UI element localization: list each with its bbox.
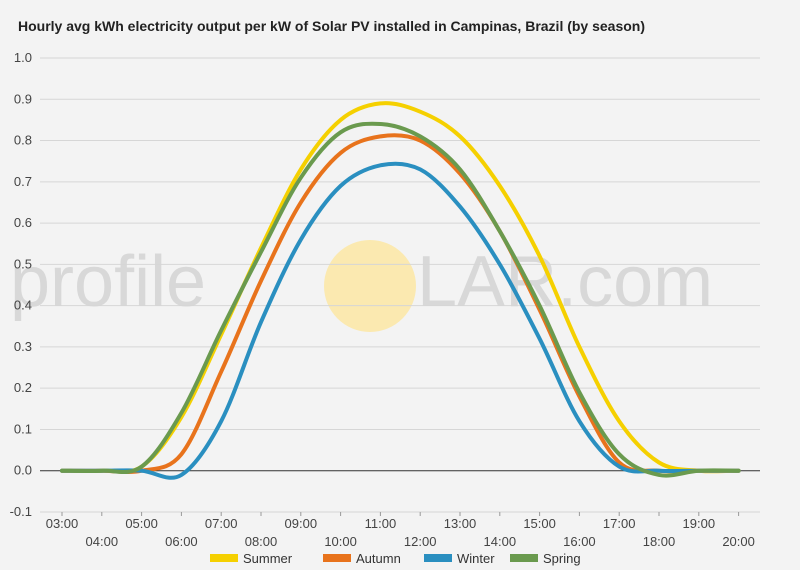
y-tick-label: 1.0	[14, 50, 32, 65]
x-tick-label: 05:00	[125, 516, 158, 531]
x-tick-label: 18:00	[643, 534, 676, 549]
x-tick-label: 04:00	[86, 534, 119, 549]
x-tick-label: 16:00	[563, 534, 596, 549]
x-tick-label: 15:00	[523, 516, 556, 531]
x-tick-label: 09:00	[285, 516, 318, 531]
x-tick-label: 20:00	[722, 534, 755, 549]
y-tick-label: 0.1	[14, 421, 32, 436]
legend-swatch-summer	[210, 554, 238, 562]
x-tick-label: 14:00	[484, 534, 517, 549]
y-tick-label: 0.6	[14, 215, 32, 230]
legend-swatch-spring	[510, 554, 538, 562]
watermark-text-left: profile	[10, 242, 206, 322]
watermark-sun-icon	[324, 240, 416, 332]
y-tick-label: 0.8	[14, 133, 32, 148]
y-tick-label: 0.3	[14, 339, 32, 354]
y-tick-label: 0.7	[14, 174, 32, 189]
watermark: profile LAR.com	[10, 240, 713, 332]
series-line-summer	[60, 101, 741, 474]
series-line-winter	[60, 161, 741, 480]
legend-label-winter: Winter	[457, 551, 495, 566]
y-axis: -0.1 0.0 0.1 0.2 0.3 0.4 0.5 0.6 0.7 0.8 0.9 1.0	[10, 50, 32, 519]
x-axis: 03:00 04:00 05:00 06:00 07:00 08:00 09:00 10:00…	[46, 512, 755, 549]
y-tick-label: -0.1	[10, 504, 32, 519]
legend-label-summer: Summer	[243, 551, 293, 566]
y-tick-label: 0.9	[14, 91, 32, 106]
x-tick-label: 03:00	[46, 516, 79, 531]
grid	[40, 57, 760, 513]
chart-title: Hourly avg kWh electricity output per kW…	[18, 18, 646, 34]
y-tick-label: 0.2	[14, 380, 32, 395]
x-tick-label: 10:00	[324, 534, 357, 549]
x-tick-label: 11:00	[365, 516, 397, 531]
series-line-spring	[60, 121, 741, 478]
y-tick-label: 0.0	[14, 463, 32, 478]
legend-swatch-winter	[424, 554, 452, 562]
x-tick-label: 12:00	[404, 534, 437, 549]
x-tick-label: 08:00	[245, 534, 278, 549]
series-line-autumn	[60, 133, 741, 474]
legend-label-spring: Spring	[543, 551, 581, 566]
legend: Summer Autumn Winter Spring	[210, 551, 581, 566]
x-tick-label: 17:00	[603, 516, 636, 531]
legend-swatch-autumn	[323, 554, 351, 562]
x-tick-label: 06:00	[165, 534, 198, 549]
legend-label-autumn: Autumn	[356, 551, 401, 566]
x-tick-label: 19:00	[683, 516, 716, 531]
y-tick-label: 0.4	[14, 298, 32, 313]
y-tick-label: 0.5	[14, 256, 32, 271]
watermark-text-right: LAR.com	[417, 242, 713, 322]
x-tick-label: 07:00	[205, 516, 238, 531]
x-tick-label: 13:00	[444, 516, 477, 531]
series-lines	[60, 101, 741, 480]
